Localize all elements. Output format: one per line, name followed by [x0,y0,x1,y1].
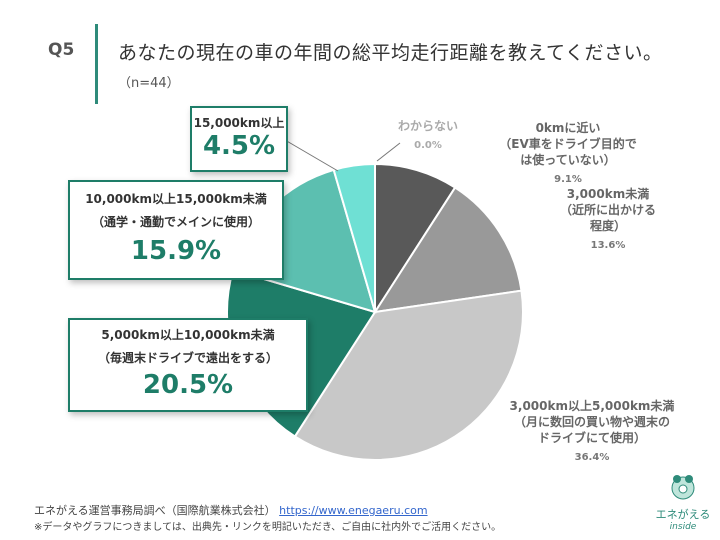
source-link[interactable]: https://www.enegaeru.com [279,504,428,517]
source-text: エネがえる運営事務局調べ（国際航業株式会社） [34,504,276,517]
pie-slice-2 [293,289,524,461]
source-line: エネがえる運営事務局調べ（国際航業株式会社） https://www.enega… [34,502,428,518]
leader-line-15000 [284,139,339,172]
brand-logo: エネがえる inside [653,472,713,532]
label-0km: 0kmに近い （EV車をドライブ目的で は使っていない） 9.1% [499,121,637,185]
label-3000-5000: 3,000km以上5,000km未満 （月に数回の買い物や週末の ドライブにて使… [509,399,675,463]
question-title: あなたの現在の車の年間の総平均走行距離を教えてください。 [118,42,663,64]
usage-note: ※データやグラフにつきましては、出典先・リンクを明記いただき、ご自由に社内外でご… [34,522,502,533]
pie-slice-1 [372,186,523,314]
callout-10000-15000: 10,000km以上15,000km未満 （通学・通勤でメインに使用） 15.9… [68,180,284,280]
pie-slice-5 [332,162,376,313]
label-unknown: わからない 0.0% [397,119,458,151]
leader-line-unknown [376,142,401,162]
question-number: Q5 [48,40,75,60]
title-divider [95,24,98,104]
sample-size: （n=44） [118,76,180,91]
pie-slice-0 [374,162,457,316]
label-under-3000: 3,000km未満 （近所に出かける 程度） 13.6% [559,187,656,251]
callout-15000-plus: 15,000km以上 4.5% [190,106,288,172]
frog-mascot-icon [671,475,695,500]
callout-5000-10000: 5,000km以上10,000km未満 （毎週末ドライブで遠出をする） 20.5… [68,318,308,412]
